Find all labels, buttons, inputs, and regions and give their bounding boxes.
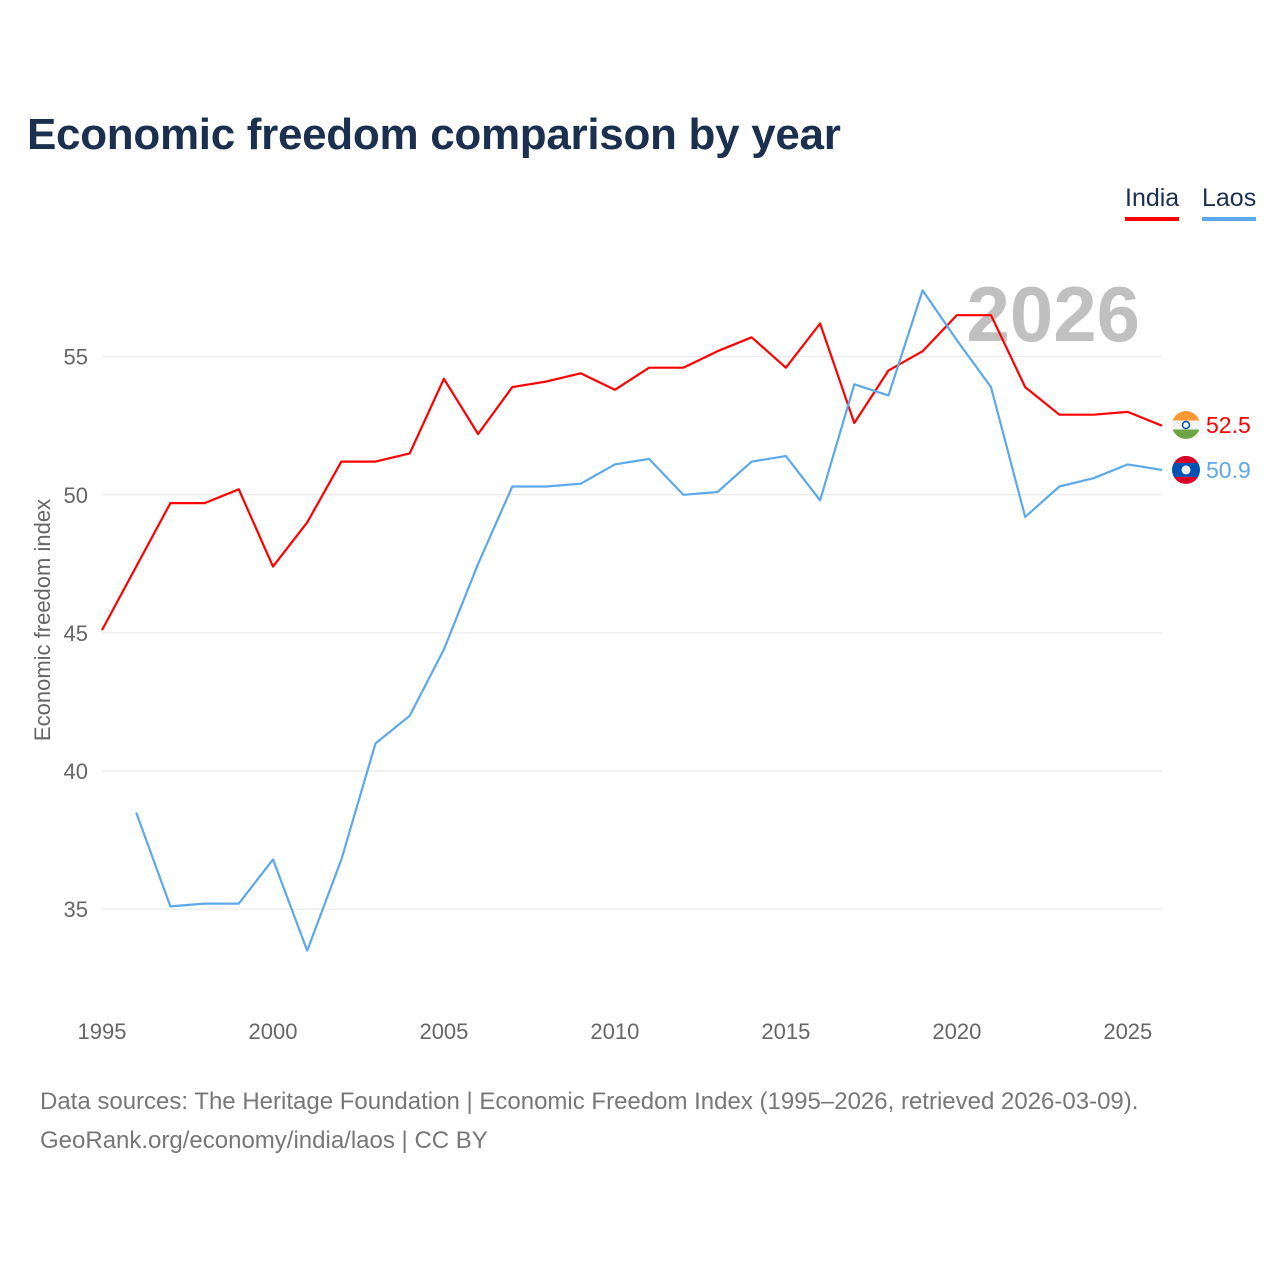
- x-tick-label: 2005: [419, 1019, 468, 1044]
- footer-sources: Data sources: The Heritage Foundation | …: [40, 1088, 1139, 1115]
- year-watermark: 2026: [966, 270, 1140, 358]
- x-tick-label: 2000: [248, 1019, 297, 1044]
- x-tick-label: 2015: [761, 1019, 810, 1044]
- y-tick-label: 35: [64, 897, 88, 922]
- end-label-laos: 50.9: [1206, 457, 1251, 483]
- y-tick-label: 55: [64, 345, 88, 370]
- footer-attribution: GeoRank.org/economy/india/laos | CC BY: [40, 1127, 488, 1154]
- y-tick-label: 50: [64, 483, 88, 508]
- x-tick-label: 2025: [1103, 1019, 1152, 1044]
- y-axis-label: Economic freedom index: [30, 499, 55, 741]
- end-label-india: 52.5: [1206, 412, 1251, 438]
- series-line-laos: [135, 289, 1163, 952]
- y-tick-label: 45: [64, 621, 88, 646]
- x-tick-label: 1995: [78, 1019, 127, 1044]
- x-tick-label: 2020: [932, 1019, 981, 1044]
- chart-title: Economic freedom comparison by year: [27, 110, 841, 159]
- series-line-india: [101, 314, 1163, 631]
- legend-item-laos[interactable]: Laos: [1202, 184, 1257, 221]
- flag-india-icon: [1172, 411, 1200, 439]
- y-tick-label: 40: [64, 759, 88, 784]
- flag-laos-icon: [1172, 455, 1200, 484]
- legend-item-india[interactable]: India: [1125, 184, 1180, 221]
- x-tick-label: 2010: [590, 1019, 639, 1044]
